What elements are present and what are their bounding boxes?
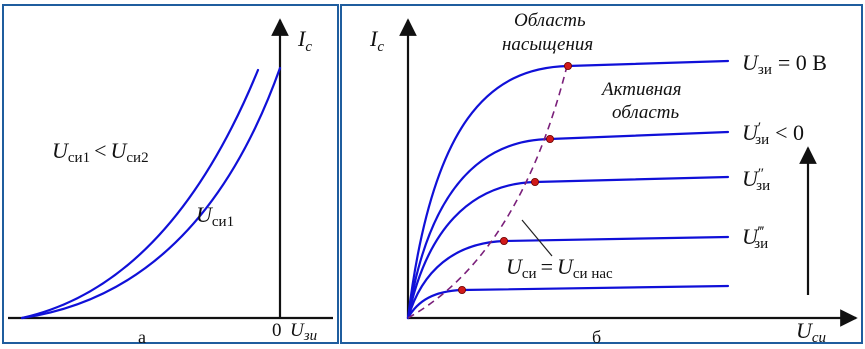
panel-b: Ic Uси Область насыщения Активная област…: [340, 4, 863, 347]
panel-b-curve-1: [406, 130, 730, 320]
panel-b-saturation-region-line1: Область: [514, 10, 586, 31]
panel-b-saturation-region-line2: насыщения: [502, 34, 593, 55]
panel-a-curve-usi2: [20, 68, 260, 320]
panel-b-curve-label-2: U″ зи: [742, 166, 770, 194]
panel-a-curve-label: Uси1: [196, 202, 234, 230]
panel-a-compare-label: Uси1 < Uси2: [52, 138, 149, 166]
panel-b-saturation-boundary: [407, 61, 569, 319]
panel-b-curve-label-0: Uзи = 0 В: [742, 50, 827, 78]
panel-b-boundary-label: Uси = Uси нас: [506, 254, 613, 282]
panel-b-point-4: [457, 285, 466, 294]
panel-b-curve-label-3: U‴ зи: [742, 224, 768, 252]
panel-b-curve-4: [406, 284, 730, 320]
panel-b-point-2: [531, 177, 540, 186]
panel-b-y-label: Ic: [369, 26, 384, 55]
panel-a-caption: а: [138, 327, 146, 347]
panel-b-active-region-line2: область: [612, 102, 680, 123]
panel-a-curve-usi1: [20, 66, 282, 320]
panel-a-border: [2, 4, 339, 344]
panel-a-x-zero: 0: [272, 320, 282, 341]
panel-b-point-3: [499, 236, 508, 245]
panel-b-caption: б: [592, 327, 601, 347]
panel-b-boundary-pointer: [521, 219, 553, 257]
panel-a: Ic 0 Uзи Uси1 < Uси2 Uси1 а: [2, 4, 339, 347]
panel-b-curve-0: [406, 59, 730, 320]
panel-b-curve-label-1: U′ зи < 0: [742, 120, 804, 148]
panel-b-point-0: [564, 62, 573, 71]
panel-b-curve-2: [406, 175, 730, 320]
panel-a-x-label: Uзи: [290, 320, 317, 344]
panel-b-x-label: Uси: [796, 318, 826, 346]
panel-a-y-label: Ic: [297, 26, 312, 55]
panel-b-border: [340, 4, 863, 344]
panel-b-active-region-line1: Активная: [600, 79, 681, 100]
panel-b-point-1: [546, 134, 555, 143]
panel-b-curve-3: [406, 235, 730, 320]
